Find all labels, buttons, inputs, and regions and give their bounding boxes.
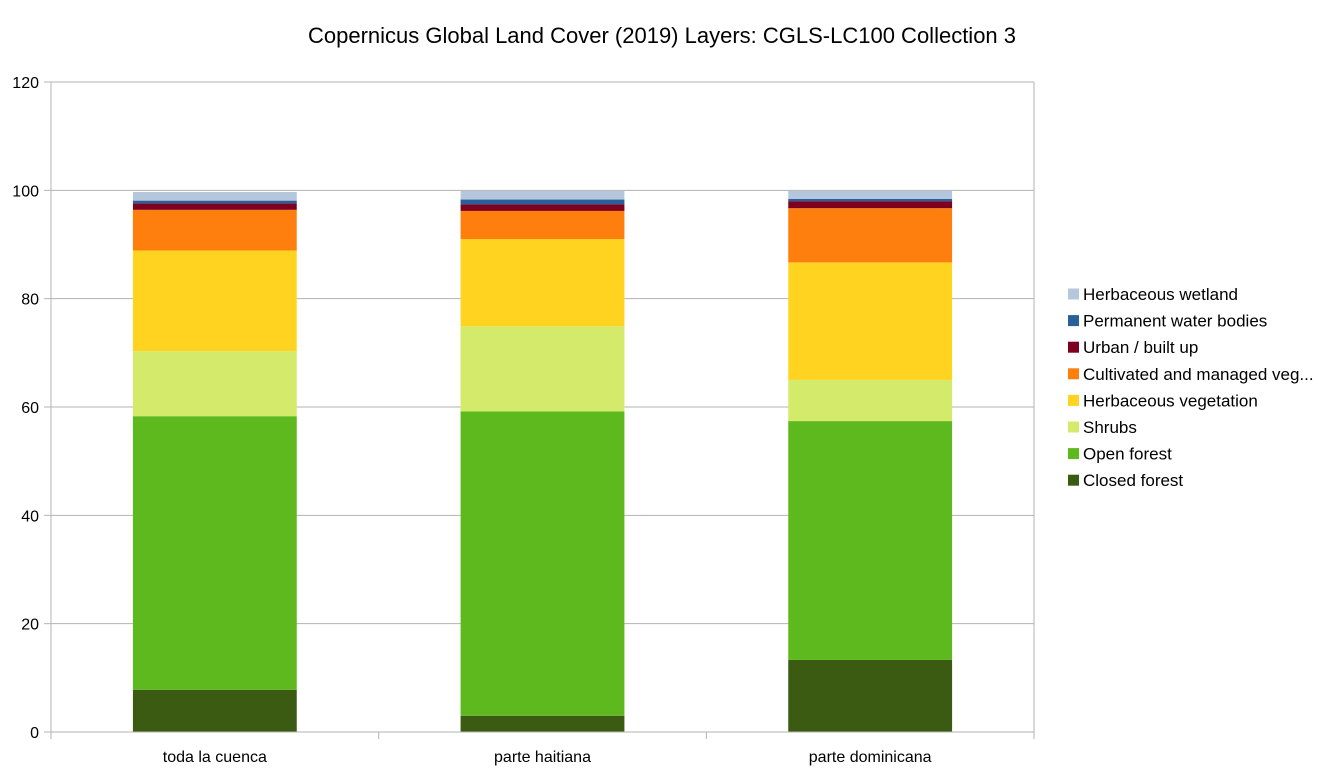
legend-swatch [1068, 421, 1079, 433]
bar-segment [132, 209, 297, 251]
y-tick-label: 80 [21, 292, 39, 309]
bar-segment [460, 411, 625, 716]
y-tick-label: 120 [12, 75, 39, 92]
legend-label: Open forest [1083, 445, 1172, 464]
legend-swatch [1068, 368, 1079, 380]
y-tick-label: 0 [30, 725, 39, 742]
bars [132, 190, 953, 732]
legend-swatch [1068, 474, 1079, 486]
bar-segment [788, 421, 953, 660]
legend-swatch [1068, 315, 1079, 327]
bar-segment [132, 416, 297, 690]
y-tick-label: 40 [21, 508, 39, 525]
bar-segment [460, 715, 625, 732]
bar-segment [460, 204, 625, 211]
legend-label: Closed forest [1083, 471, 1183, 490]
legend-swatch [1068, 341, 1079, 353]
chart-title: Copernicus Global Land Cover (2019) Laye… [308, 23, 1016, 48]
legend-label: Herbaceous vegetation [1083, 391, 1258, 410]
y-tick-label: 100 [12, 183, 39, 200]
bar-segment [460, 210, 625, 240]
bar-segment [132, 351, 297, 417]
bar-segment [132, 203, 297, 210]
bar-segment [132, 689, 297, 732]
legend-swatch [1068, 288, 1079, 300]
bar-segment [788, 379, 953, 422]
legend-label: Permanent water bodies [1083, 312, 1267, 331]
bar-segment [788, 199, 953, 202]
bar-segment [132, 200, 297, 204]
bar-segment [460, 239, 625, 327]
legend-label: Shrubs [1083, 418, 1137, 437]
x-tick-label: toda la cuenca [163, 749, 267, 766]
bar-segment [132, 191, 297, 201]
bar-segment [460, 199, 625, 205]
y-tick-label: 60 [21, 400, 39, 417]
legend-swatch [1068, 448, 1079, 460]
legend: Herbaceous wetland Permanent water bodies… [1068, 285, 1314, 490]
legend-label: Urban / built up [1083, 338, 1198, 357]
bar-segment [460, 326, 625, 412]
legend-label: Herbaceous wetland [1083, 285, 1238, 304]
x-tick-label: parte haitiana [494, 749, 591, 766]
y-tick-label: 20 [21, 617, 39, 634]
x-tick-label: parte dominicana [809, 749, 932, 766]
bar-segment [132, 250, 297, 352]
bar-segment [788, 659, 953, 732]
bar-segment [788, 201, 953, 209]
bar-segment [788, 190, 953, 199]
bar-segment [460, 190, 625, 200]
axes: 0 20 40 60 80 100 120 toda la cuenca parte haiti… [12, 75, 1035, 766]
bar-segment [788, 208, 953, 263]
legend-swatch [1068, 394, 1079, 406]
legend-label: Cultivated and managed veg... [1083, 365, 1314, 384]
bar-segment [788, 262, 953, 380]
